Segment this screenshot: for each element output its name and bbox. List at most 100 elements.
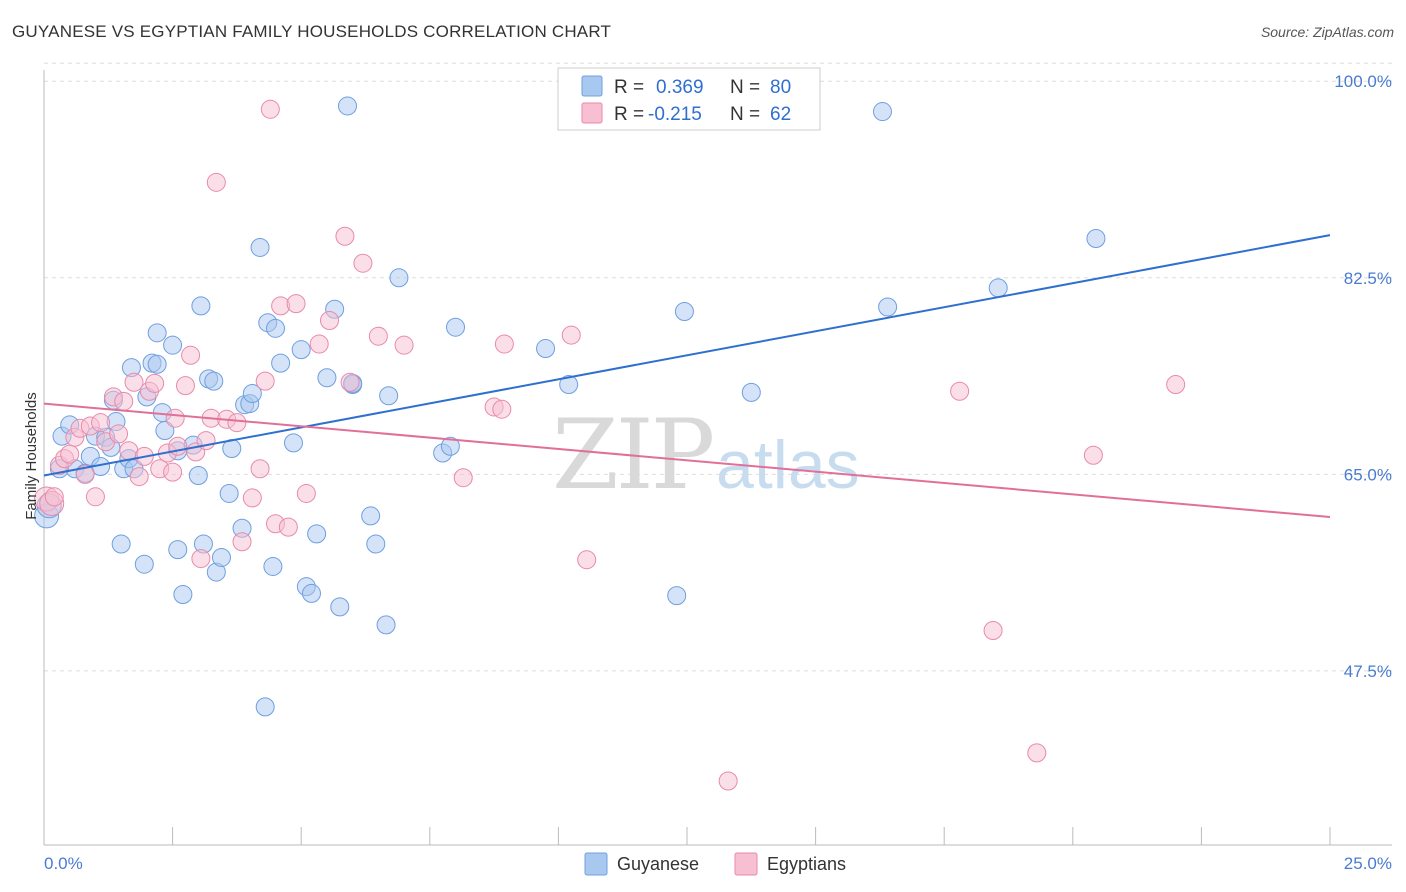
data-point [561, 325, 581, 345]
data-point [301, 583, 321, 603]
data-point [278, 517, 298, 537]
data-point [206, 172, 226, 192]
stats-legend: R = 0.369 N = 80 R = -0.215 N = 62 [557, 67, 821, 131]
legend-n-value: 62 [770, 104, 791, 125]
data-point [353, 253, 373, 273]
y-tick-labels: 100.0% 82.5% 65.0% 47.5% [1334, 72, 1392, 681]
legend-swatch-egyptians [581, 102, 603, 124]
legend-n-label: N = [730, 104, 760, 125]
y-tick-label: 82.5% [1344, 269, 1392, 288]
data-point [1083, 445, 1103, 465]
data-point [204, 371, 224, 391]
data-point [453, 468, 473, 488]
bottom-legend-guyanese: Guyanese [617, 854, 699, 874]
data-point [872, 102, 892, 122]
data-point [263, 556, 283, 576]
data-point [260, 99, 280, 119]
y-tick-label: 47.5% [1344, 662, 1392, 681]
data-point [60, 444, 80, 464]
legend-r-value: -0.215 [648, 104, 702, 125]
data-point [91, 413, 111, 433]
data-point [191, 549, 211, 569]
x-tick-label: 25.0% [1344, 854, 1392, 873]
data-point [227, 413, 247, 433]
legend-n-label: N = [730, 77, 760, 98]
data-point [242, 383, 262, 403]
chart-title: GUYANESE VS EGYPTIAN FAMILY HOUSEHOLDS C… [12, 22, 612, 41]
data-point [366, 534, 386, 554]
data-point [232, 532, 252, 552]
data-point [163, 335, 183, 355]
data-point [250, 459, 270, 479]
data-point [446, 317, 466, 337]
data-point [492, 399, 512, 419]
data-point [394, 335, 414, 355]
data-point [309, 334, 329, 354]
y-axis-label: Family Households [23, 392, 40, 520]
data-point [134, 554, 154, 574]
data-point [191, 296, 211, 316]
data-point [577, 550, 597, 570]
data-point [1086, 228, 1106, 248]
data-point [559, 374, 579, 394]
data-point [983, 620, 1003, 640]
data-point [319, 310, 339, 330]
data-point [335, 226, 355, 246]
data-point [296, 483, 316, 503]
data-point [330, 597, 350, 617]
data-point [173, 585, 193, 605]
data-point [124, 372, 144, 392]
data-point [718, 771, 738, 791]
data-point [188, 465, 208, 485]
data-point [265, 318, 285, 338]
data-point [291, 340, 311, 360]
bottom-legend-swatch-egyptians [734, 852, 758, 876]
data-point [165, 408, 185, 428]
data-point [271, 353, 291, 373]
series-egyptians [34, 99, 1186, 791]
watermark: ZIP atlas [552, 399, 860, 511]
data-point [242, 488, 262, 508]
data-point [109, 424, 129, 444]
data-point [878, 297, 898, 317]
data-point [147, 323, 167, 343]
data-points [34, 96, 1186, 791]
data-point [175, 376, 195, 396]
data-point [114, 391, 134, 411]
x-tick-label: 0.0% [44, 854, 83, 873]
data-point [337, 96, 357, 116]
source-label: Source: ZipAtlas.com [1260, 24, 1394, 40]
data-point [250, 237, 270, 257]
data-point [155, 421, 175, 441]
data-point [219, 483, 239, 503]
data-point [211, 547, 231, 567]
data-point [1027, 743, 1047, 763]
data-point [741, 382, 761, 402]
series-legend: Guyanese Egyptians [584, 852, 846, 876]
data-point [145, 373, 165, 393]
data-point [163, 462, 183, 482]
data-point [255, 371, 275, 391]
data-point [129, 467, 149, 487]
data-point [376, 615, 396, 635]
x-tick-labels: 0.0% 25.0% [44, 854, 1392, 873]
data-point [286, 294, 306, 314]
data-point [75, 464, 95, 484]
trend-line-guyanese [43, 234, 1331, 477]
y-tick-label: 65.0% [1344, 465, 1392, 484]
data-point [168, 540, 188, 560]
y-tick-label: 100.0% [1334, 72, 1392, 91]
data-point [950, 381, 970, 401]
data-point [389, 268, 409, 288]
bottom-legend-swatch-guyanese [584, 852, 608, 876]
data-point [988, 278, 1008, 298]
data-point [667, 586, 687, 606]
data-point [255, 697, 275, 717]
legend-n-value: 80 [770, 77, 791, 98]
data-point [307, 524, 327, 544]
bottom-legend-egyptians: Egyptians [767, 854, 846, 874]
data-point [368, 326, 388, 346]
data-point [283, 433, 303, 453]
data-point [379, 386, 399, 406]
